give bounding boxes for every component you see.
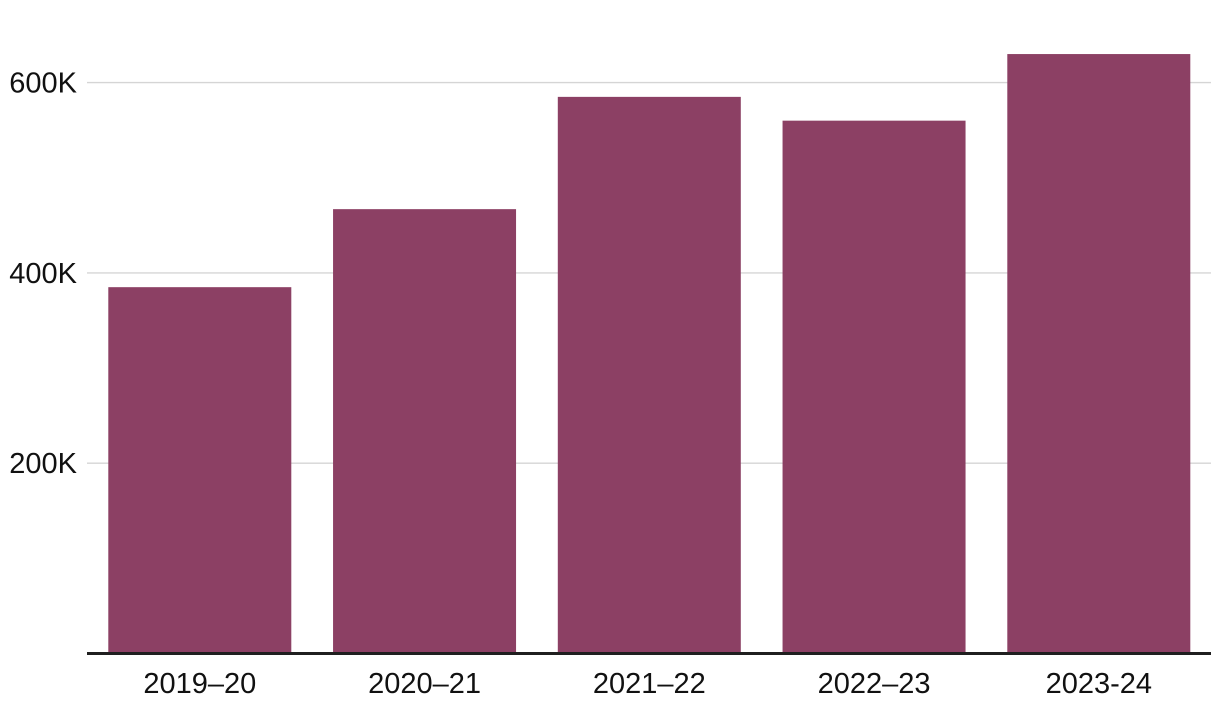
y-axis-tick-label: 200K xyxy=(9,448,77,480)
bar xyxy=(108,287,292,652)
y-axis-tick-label: 600K xyxy=(9,68,77,100)
bar xyxy=(782,120,966,652)
bar xyxy=(557,96,741,652)
y-axis-tick-label: 400K xyxy=(9,258,77,290)
x-axis-tick-label: 2020–21 xyxy=(368,668,481,700)
x-axis-tick-label: 2019–20 xyxy=(143,668,256,700)
x-axis-tick-label: 2023-24 xyxy=(1046,668,1152,700)
bar xyxy=(1007,54,1191,653)
bar xyxy=(333,209,517,652)
x-axis-tick-label: 2021–22 xyxy=(593,668,706,700)
x-axis-tick-label: 2022–23 xyxy=(818,668,931,700)
